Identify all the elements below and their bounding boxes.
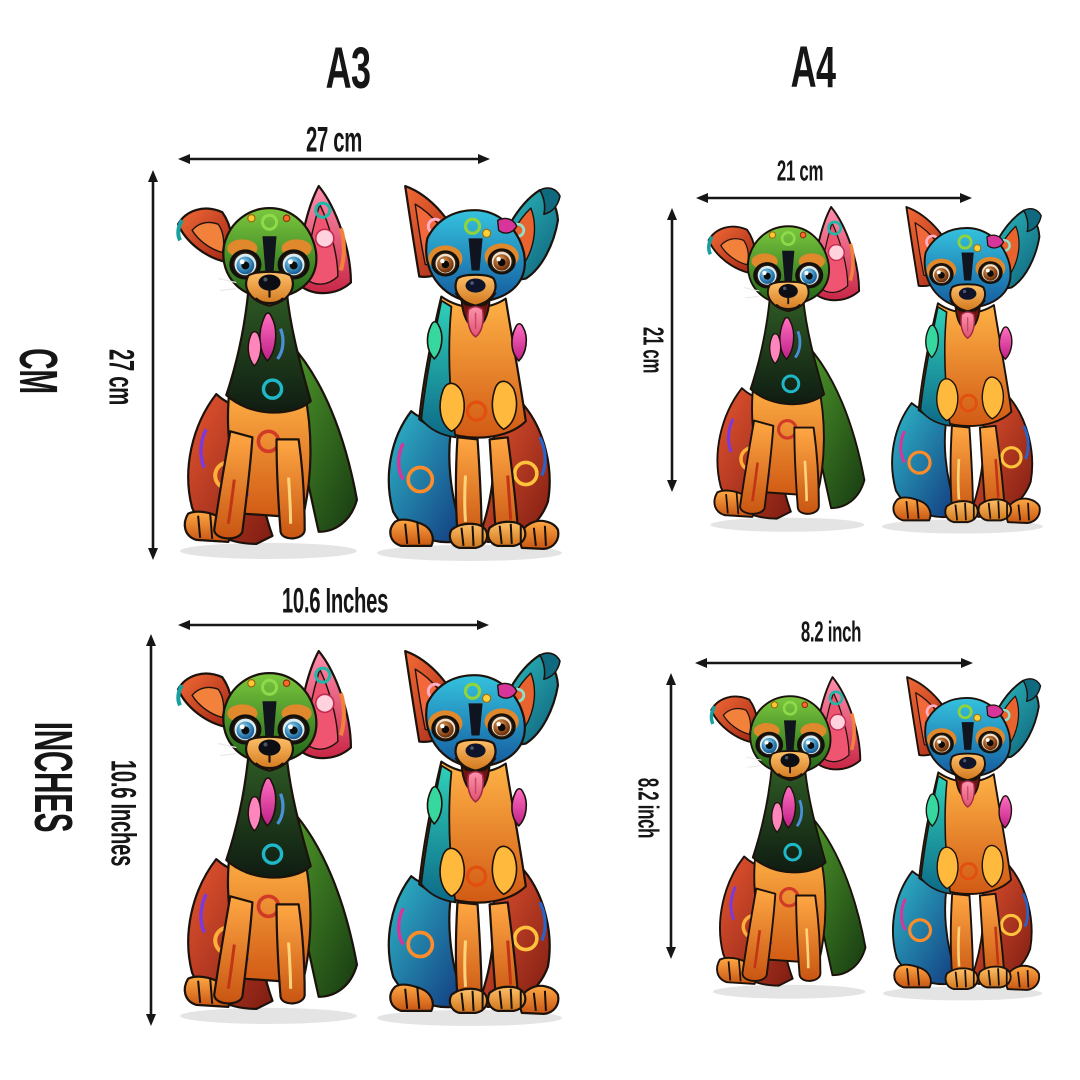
dog-pair-illustration <box>172 178 564 565</box>
height-label: 27 cm <box>101 348 141 406</box>
width-dimension-arrow <box>695 658 973 668</box>
height-dimension-arrow <box>146 634 156 1026</box>
dog-pair-illustration <box>703 200 1045 537</box>
row-header-cm: CM <box>8 348 68 394</box>
width-label: 21 cm <box>776 155 824 188</box>
height-label: 8.2 inch <box>631 777 664 839</box>
width-label: 8.2 inch <box>800 616 862 649</box>
width-dimension-arrow <box>178 620 489 630</box>
column-header-a3: A3 <box>325 36 371 101</box>
row-header-inches: INCHES <box>23 721 83 833</box>
column-header-a4: A4 <box>790 35 836 100</box>
width-dimension-arrow <box>178 154 490 164</box>
width-dimension-arrow <box>696 193 972 203</box>
dog-pair-illustration <box>706 670 1044 1004</box>
height-label: 10.6 Inches <box>103 759 143 867</box>
width-label: 10.6 Inches <box>281 581 389 621</box>
height-dimension-arrow <box>148 170 158 560</box>
width-label: 27 cm <box>305 120 363 160</box>
dog-pair-illustration <box>172 643 564 1030</box>
height-label: 21 cm <box>636 326 669 374</box>
height-dimension-arrow <box>666 673 676 959</box>
height-dimension-arrow <box>667 208 677 492</box>
